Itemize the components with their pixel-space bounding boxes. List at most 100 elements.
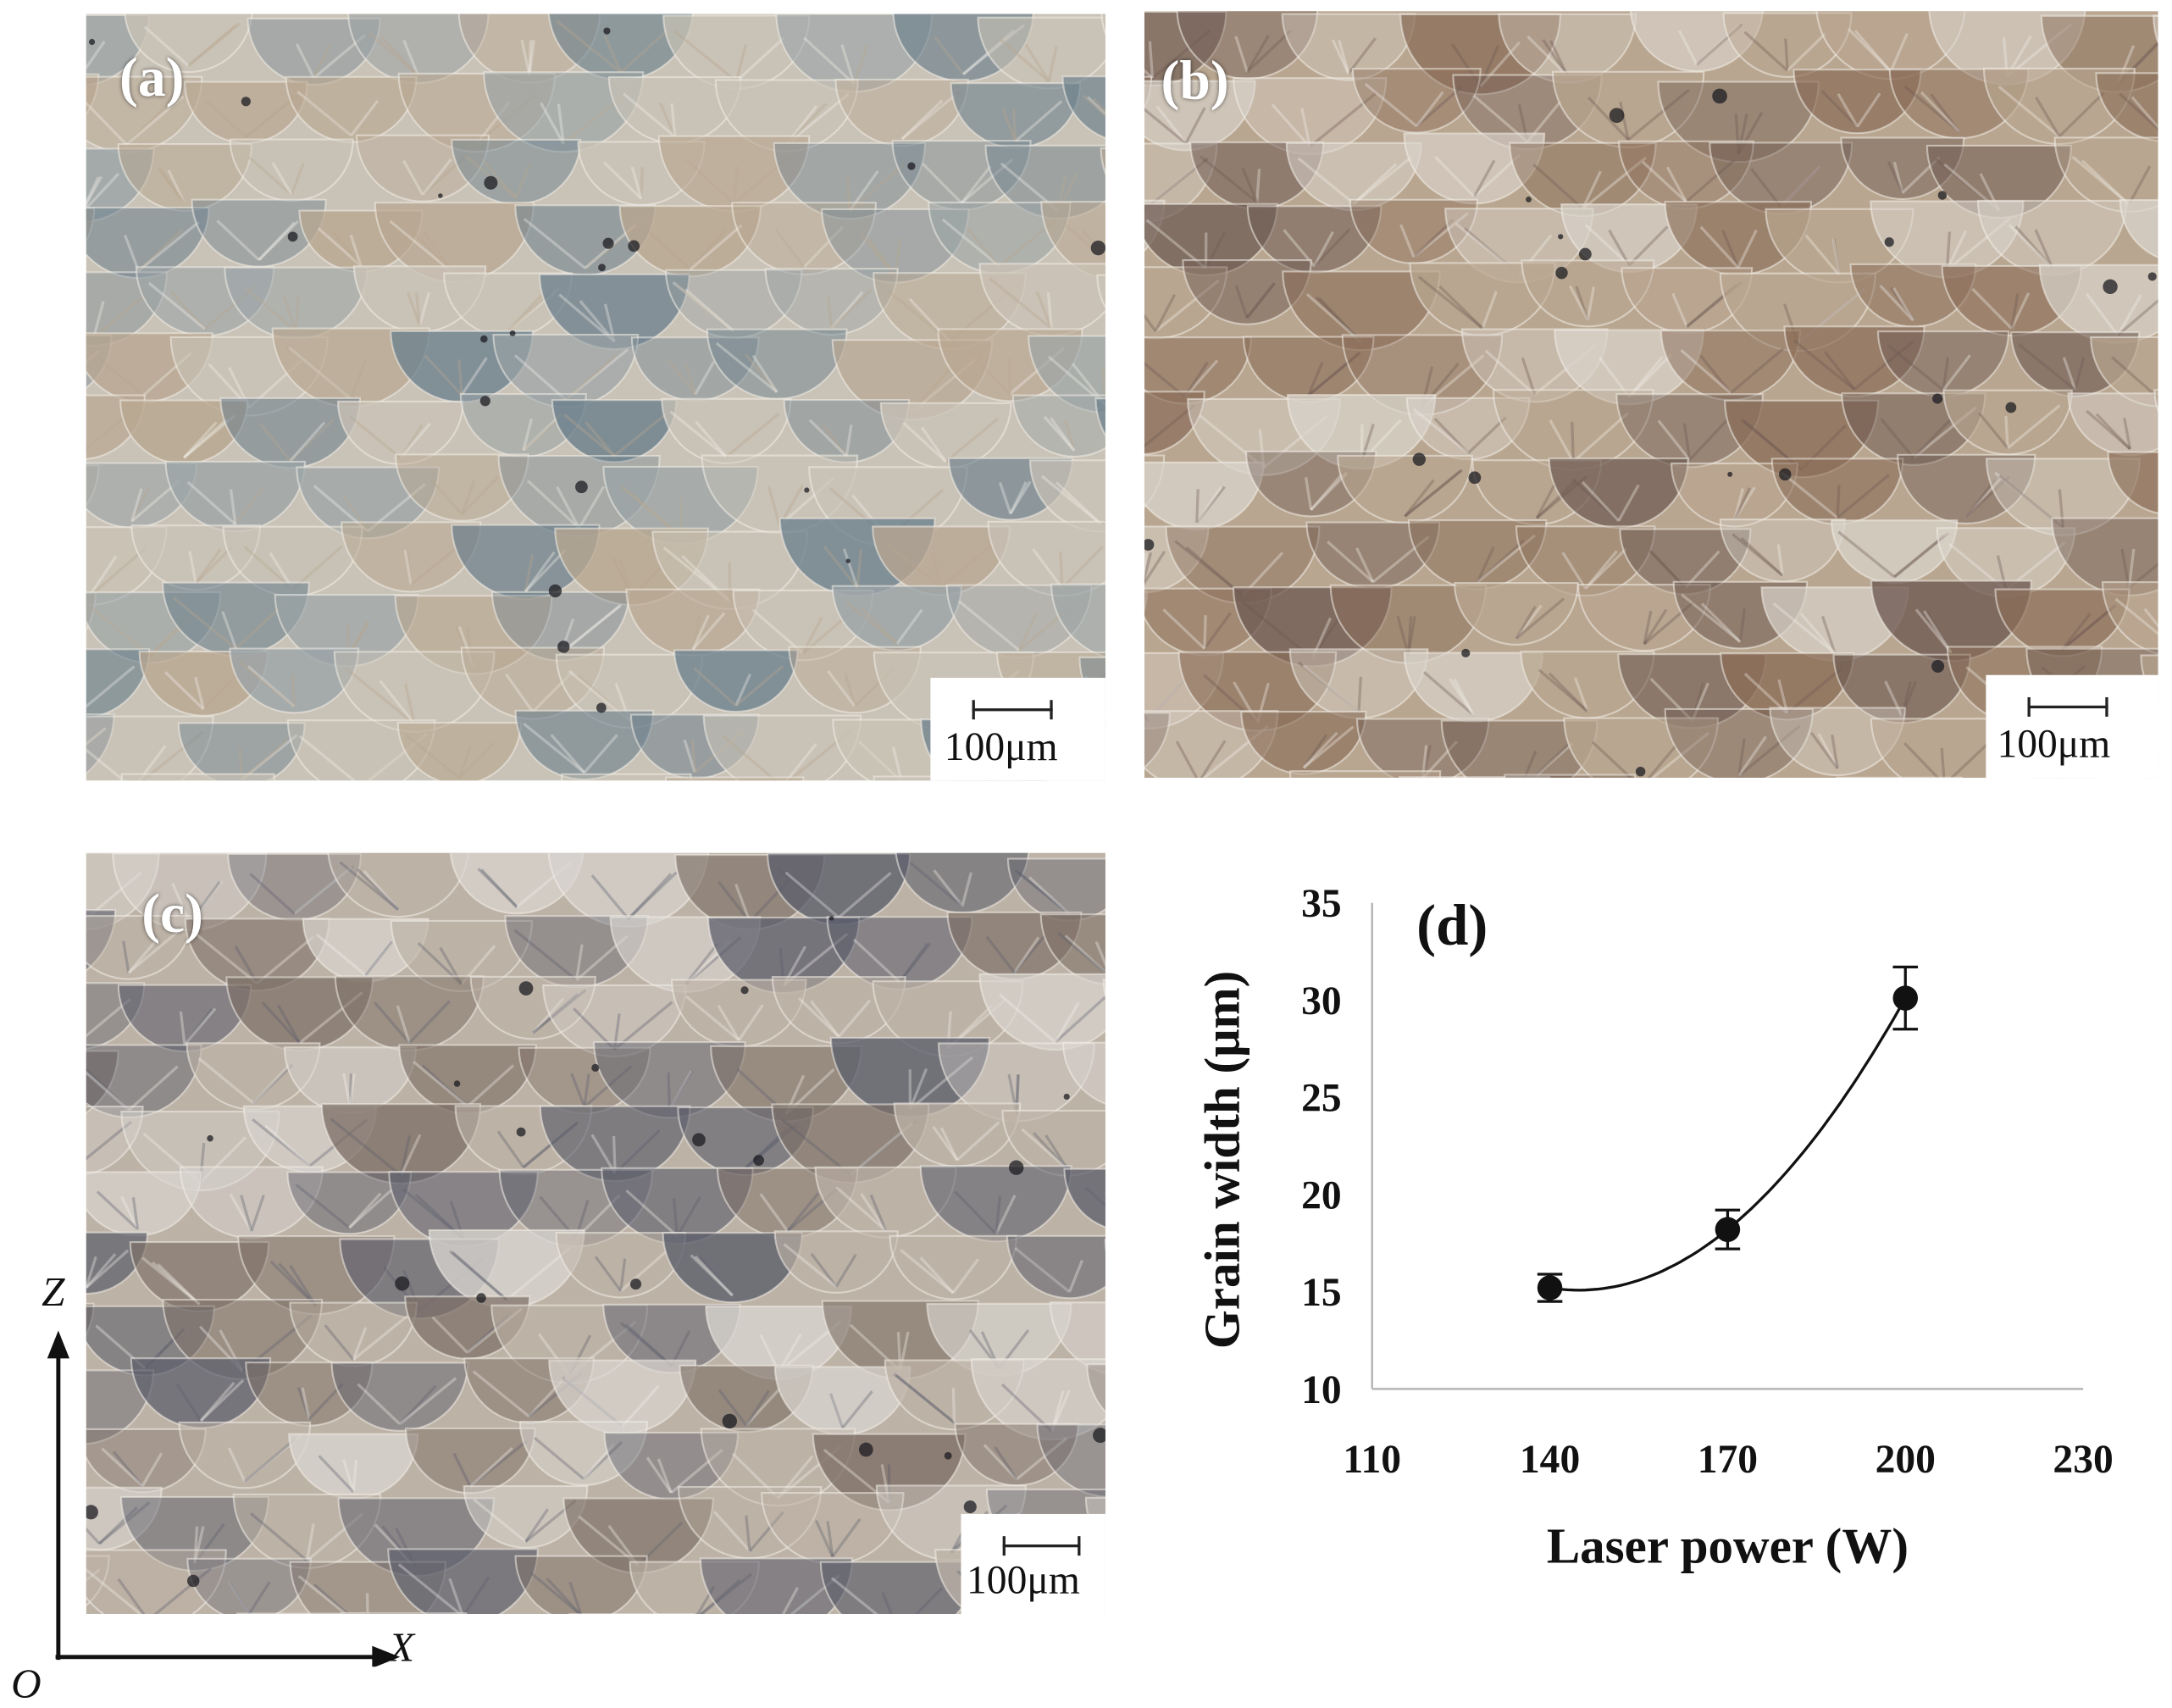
pore — [859, 1443, 873, 1457]
scale-label-c: 100μm — [967, 1558, 1080, 1604]
pore — [1526, 197, 1532, 202]
pore — [1938, 191, 1947, 199]
pore — [1931, 660, 1944, 673]
pore — [484, 176, 497, 190]
x-tick-label: 230 — [2053, 1438, 2113, 1482]
pore — [829, 916, 834, 921]
origin-label: O — [11, 1661, 42, 1708]
pore — [1885, 237, 1894, 247]
x-tick-label: 140 — [1520, 1438, 1580, 1482]
pore — [1610, 108, 1625, 123]
pore — [1413, 452, 1426, 465]
pore — [2103, 280, 2117, 294]
panel-label-b: (b) — [1161, 47, 1229, 113]
pore — [907, 162, 915, 169]
grain-streak — [1359, 677, 1360, 712]
pore — [454, 1080, 461, 1087]
x-tick-label: 170 — [1698, 1438, 1758, 1482]
pore — [288, 231, 298, 241]
pore — [207, 1135, 213, 1142]
pore — [598, 263, 606, 271]
pore — [517, 1128, 526, 1137]
grain-streak — [2006, 416, 2008, 448]
pore — [1636, 767, 1645, 776]
melt-pool-arc — [122, 774, 274, 781]
grain-streak — [293, 674, 295, 707]
pore — [591, 1064, 599, 1072]
scale-bar-b — [2028, 706, 2108, 708]
pore — [753, 1155, 764, 1166]
pore — [510, 330, 516, 336]
pore — [723, 1414, 737, 1428]
pore — [945, 1452, 952, 1460]
pore — [519, 981, 534, 995]
axes-indicator — [28, 1319, 403, 1666]
data-point — [1893, 985, 1919, 1011]
grain-streak — [953, 1388, 954, 1422]
grain-streak — [529, 40, 531, 75]
grain-streak — [1572, 422, 1573, 462]
y-tick-label: 20 — [1301, 1173, 1342, 1217]
pore — [630, 1278, 641, 1289]
pore — [476, 1293, 485, 1302]
pore — [480, 396, 490, 406]
grain-streak — [1009, 358, 1011, 394]
pore — [557, 640, 569, 652]
pore — [1558, 234, 1563, 239]
grain-streak — [1786, 39, 1787, 71]
pore — [964, 1500, 977, 1513]
x-tick-label: 200 — [1876, 1438, 1936, 1482]
micrograph-b: (b) 100μm — [1144, 11, 2158, 778]
y-tick-label: 30 — [1301, 979, 1342, 1023]
pore — [395, 1276, 409, 1290]
pore — [1461, 649, 1470, 657]
pore — [1579, 248, 1592, 261]
data-point — [1538, 1275, 1563, 1300]
panel-label-c: (c) — [141, 880, 203, 946]
z-arrowhead — [47, 1331, 69, 1359]
pore — [804, 487, 809, 492]
y-tick-label: 10 — [1301, 1368, 1342, 1412]
pore — [480, 336, 488, 343]
scale-label-b: 100μm — [1997, 722, 2110, 768]
panel-label-d: (d) — [1416, 893, 1488, 957]
pore — [1064, 1094, 1070, 1100]
pore — [1009, 1161, 1023, 1175]
grain-streak — [1837, 485, 1839, 518]
x-axis-title: Laser power (W) — [1547, 1517, 1909, 1573]
pore — [692, 1133, 706, 1146]
scale-box-a: 100μm — [930, 678, 1105, 780]
pore — [628, 240, 640, 252]
micrograph-a-texture — [86, 14, 1105, 780]
pore — [438, 193, 443, 198]
scale-box-c: 100μm — [961, 1514, 1105, 1614]
melt-pool-arc — [1504, 775, 1635, 779]
pore — [603, 27, 610, 34]
x-tick-label: 110 — [1343, 1438, 1401, 1482]
panel-label-a: (a) — [119, 44, 184, 109]
y-tick-label: 15 — [1301, 1271, 1342, 1315]
data-point — [1715, 1217, 1741, 1242]
pore — [2005, 402, 2016, 413]
pore — [1932, 393, 1942, 403]
grain-streak — [1061, 552, 1062, 589]
pore — [89, 39, 95, 45]
micrograph-b-texture — [1144, 11, 2158, 778]
scale-label-a: 100μm — [945, 725, 1058, 771]
grain-streak — [1197, 489, 1199, 522]
pore — [602, 238, 613, 249]
pore — [1469, 471, 1482, 484]
pore — [1779, 469, 1791, 480]
melt-pool-arc — [666, 778, 803, 781]
pore — [740, 986, 748, 994]
pore — [1712, 89, 1727, 104]
scale-box-b: 100μm — [1986, 675, 2158, 778]
y-axis-title: Grain width (μm) — [1194, 971, 1249, 1349]
pore — [846, 559, 851, 563]
y-tick-label: 35 — [1301, 882, 1342, 926]
grain-streak — [641, 167, 642, 198]
grain-streak — [668, 1073, 669, 1111]
scale-bar-c — [1003, 1544, 1081, 1547]
